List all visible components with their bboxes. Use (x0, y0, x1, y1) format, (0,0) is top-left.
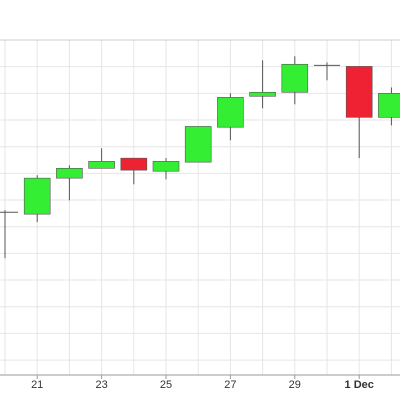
candle-body (281, 63, 309, 93)
candle-body (249, 91, 276, 97)
candle-body (378, 93, 400, 118)
x-tick-label: 29 (289, 379, 301, 391)
candle-body (345, 66, 373, 118)
candle-body (56, 167, 83, 179)
candle-body (120, 157, 148, 171)
candle-body (217, 97, 244, 128)
candle-body (23, 177, 51, 215)
candle-body (152, 161, 180, 172)
x-tick-label: 27 (224, 379, 236, 391)
x-tick-label: 25 (160, 379, 172, 391)
x-tick-label: 21 (31, 379, 43, 391)
x-tick-label: 23 (95, 379, 107, 391)
x-tick-label: 1 Dec (345, 379, 374, 391)
candle-body (88, 161, 115, 169)
candle-body (184, 126, 212, 163)
